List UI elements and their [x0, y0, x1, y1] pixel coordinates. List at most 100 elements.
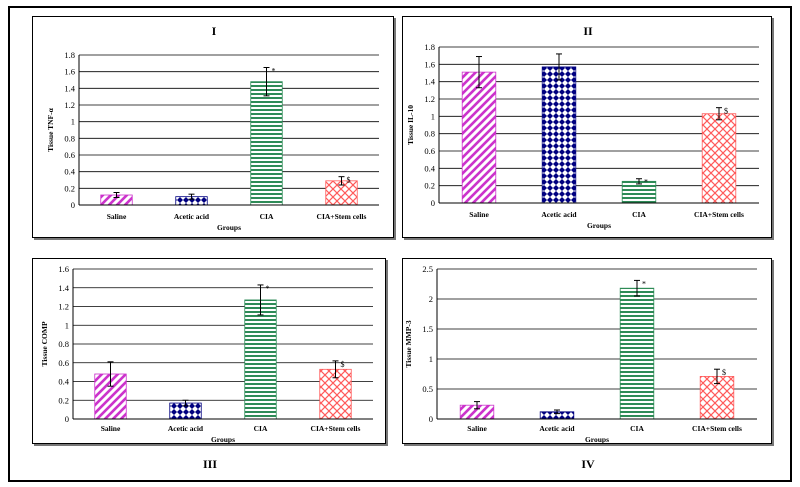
error-bar — [113, 192, 120, 198]
y-tick-label: 1.5 — [422, 324, 433, 334]
x-tick-label: Acetic acid — [174, 212, 210, 221]
error-bar — [554, 409, 560, 415]
x-tick-label: Saline — [107, 212, 127, 221]
error-bar — [636, 178, 642, 185]
x-tick-label: Saline — [101, 424, 121, 433]
x-axis-label: Groups — [587, 221, 611, 230]
error-bar — [257, 284, 264, 316]
x-axis-label: Groups — [585, 435, 609, 444]
chart-mmp-3: IV 0 0.5 1 1.5 2 2.5 Tissue MMP-3 Saline Acetic a… — [404, 264, 757, 471]
y-tick-label: 1 — [71, 117, 75, 127]
x-tick-label: Acetic acid — [541, 210, 577, 219]
bar-saline — [461, 71, 497, 204]
y-tick-label: 1.6 — [58, 264, 69, 274]
bar-cia — [621, 180, 657, 204]
y-tick-label: 1 — [65, 320, 69, 330]
y-tick-label: 0 — [65, 414, 69, 424]
bar-cia-stem-cells — [701, 113, 737, 204]
chart-panel-1: I 0 0.2 0.4 0.6 0.8 1 1.2 1.4 1.6 1.8 Tissue TNF-α S… — [32, 16, 394, 238]
y-tick-label: 1.2 — [64, 100, 75, 110]
x-tick-label: Acetic acid — [539, 424, 575, 433]
bar-cia — [619, 287, 655, 420]
figure-frame: I 0 0.2 0.4 0.6 0.8 1 1.2 1.4 1.6 1.8 Tissue TNF-α S… — [8, 6, 792, 482]
significance-marker: * — [642, 279, 646, 288]
y-tick-label: 1.4 — [64, 83, 75, 93]
x-tick-label: CIA — [260, 212, 274, 221]
chart-comp: III 0 0.2 0.4 0.6 0.8 1 1.2 1.4 1.6 Tissue COMP Sal… — [40, 264, 373, 471]
y-tick-label: 0.4 — [58, 377, 69, 387]
significance-marker: * — [266, 284, 270, 293]
significance-marker: * — [644, 178, 648, 187]
x-tick-label: CIA — [254, 424, 268, 433]
y-tick-label: 0 — [71, 200, 75, 210]
y-tick-label: 2.5 — [422, 264, 433, 274]
panel-numeral: III — [203, 457, 217, 471]
chart-tnf-alpha: I 0 0.2 0.4 0.6 0.8 1 1.2 1.4 1.6 1.8 Tissue TNF-α S… — [46, 24, 379, 232]
error-bar — [263, 67, 270, 97]
x-tick-label: CIA+Stem cells — [694, 210, 744, 219]
y-axis-label: Tissue COMP — [40, 321, 49, 366]
x-tick-label: CIA — [632, 210, 646, 219]
y-tick-label: 1 — [429, 354, 433, 364]
x-tick-label: Acetic acid — [168, 424, 204, 433]
y-tick-label: 1.4 — [58, 283, 69, 293]
bar-acetic-acid — [541, 66, 577, 204]
error-bar — [338, 176, 345, 186]
y-tick-label: 2 — [429, 294, 433, 304]
y-tick-label: 1.6 — [64, 67, 75, 77]
y-tick-label: 0.4 — [424, 163, 435, 173]
y-tick-label: 0.5 — [422, 384, 433, 394]
y-tick-label: 0.6 — [58, 358, 69, 368]
x-tick-label: Saline — [469, 210, 489, 219]
chart-il-10: II 0 0.2 0.4 0.6 0.8 1 1.2 1.4 1.6 1.8 Tissue IL-10… — [406, 24, 759, 230]
y-tick-label: 0.8 — [424, 129, 435, 139]
error-bar — [188, 193, 195, 200]
x-tick-label: CIA+Stem cells — [311, 424, 361, 433]
error-bar — [556, 53, 562, 81]
y-tick-label: 0.6 — [64, 150, 75, 160]
significance-marker: * — [272, 67, 276, 76]
error-bar — [476, 56, 482, 89]
x-tick-label: CIA+Stem cells — [317, 212, 367, 221]
x-axis-label: Groups — [211, 435, 235, 444]
x-tick-label: Saline — [467, 424, 487, 433]
y-tick-label: 1.6 — [424, 59, 435, 69]
error-bar — [634, 279, 640, 297]
x-tick-label: CIA+Stem cells — [692, 424, 742, 433]
error-bar — [107, 361, 114, 387]
panel-numeral: I — [212, 24, 217, 38]
y-axis-label: Tissue MMP-3 — [404, 320, 413, 367]
y-tick-label: 0.2 — [58, 395, 69, 405]
significance-marker: $ — [724, 107, 728, 116]
chart-panel-4: IV 0 0.5 1 1.5 2 2.5 Tissue MMP-3 Saline Acetic a… — [402, 258, 772, 471]
error-bar — [182, 399, 189, 407]
error-bar — [714, 368, 720, 385]
y-tick-label: 0 — [429, 414, 433, 424]
y-tick-label: 0.8 — [64, 133, 75, 143]
y-tick-label: 0 — [431, 198, 435, 208]
error-bar — [474, 401, 480, 410]
y-tick-label: 1.8 — [64, 50, 75, 60]
y-tick-label: 0.6 — [424, 146, 435, 156]
error-bar — [332, 360, 339, 379]
y-tick-label: 0.2 — [64, 183, 75, 193]
panel-numeral: II — [583, 24, 593, 38]
panel-numeral: IV — [581, 457, 595, 471]
bar-cia — [244, 299, 277, 420]
y-tick-label: 1.2 — [424, 94, 435, 104]
y-tick-label: 0.2 — [424, 181, 435, 191]
y-tick-label: 0.4 — [64, 167, 75, 177]
y-tick-label: 1.8 — [424, 42, 435, 52]
y-axis-label: Tissue TNF-α — [46, 107, 55, 152]
x-tick-label: CIA — [630, 424, 644, 433]
y-tick-label: 1.4 — [424, 77, 435, 87]
chart-panel-2: II 0 0.2 0.4 0.6 0.8 1 1.2 1.4 1.6 1.8 Tissue IL-10… — [402, 16, 772, 238]
y-axis-label: Tissue IL-10 — [406, 105, 415, 145]
significance-marker: $ — [347, 176, 351, 185]
bar-cia — [250, 81, 283, 206]
chart-panel-3: III 0 0.2 0.4 0.6 0.8 1 1.2 1.4 1.6 Tissue COMP Sal… — [32, 258, 386, 471]
significance-marker: $ — [341, 360, 345, 369]
y-tick-label: 1.2 — [58, 302, 69, 312]
x-axis-label: Groups — [217, 223, 241, 232]
significance-marker: $ — [722, 368, 726, 377]
